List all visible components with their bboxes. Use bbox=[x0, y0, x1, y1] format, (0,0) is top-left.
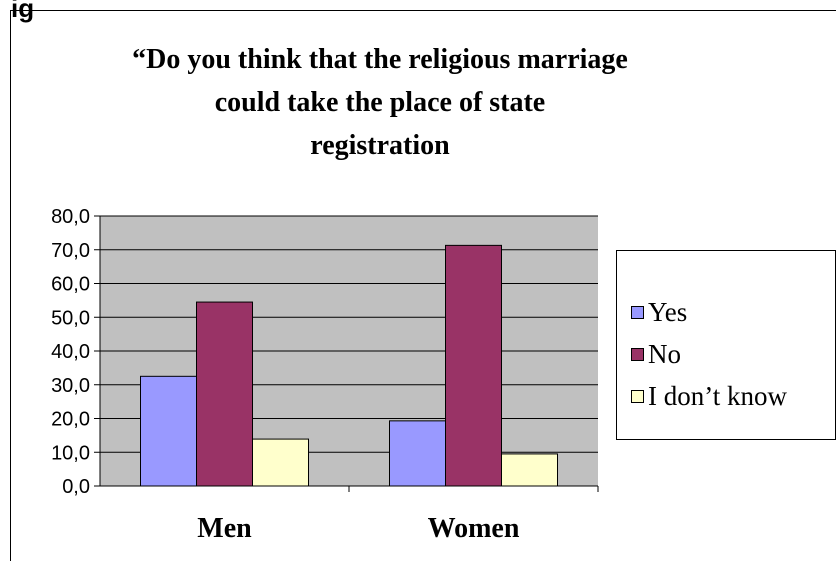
chart-title-line-1: “Do you think that the religious marriag… bbox=[132, 44, 628, 75]
bar-men-dont-know bbox=[252, 438, 309, 487]
legend-item-yes: Yes bbox=[631, 297, 687, 327]
y-tick-label: 60,0 bbox=[51, 274, 90, 296]
legend-swatch-no bbox=[631, 347, 644, 361]
y-tick-label: 70,0 bbox=[51, 240, 90, 262]
y-tick-label: 0,0 bbox=[62, 476, 90, 498]
bar-women-no bbox=[445, 244, 502, 487]
legend-label-yes: Yes bbox=[648, 296, 688, 327]
x-tick-label-men: Men bbox=[197, 513, 252, 544]
y-tick-label: 80,0 bbox=[51, 206, 90, 228]
x-tick-label-women: Women bbox=[428, 513, 520, 544]
plot-area: 0,0 10,0 20,0 30,0 40,0 50,0 60,0 70,0 80,0 Men Wo… bbox=[51, 206, 599, 544]
legend: Yes No I don’t know bbox=[616, 250, 836, 440]
bar-women-yes bbox=[389, 420, 446, 487]
legend-item-dont-know: I don’t know bbox=[631, 381, 787, 411]
bar-women-dont-know bbox=[501, 453, 558, 487]
legend-swatch-dont-know bbox=[631, 389, 644, 403]
corner-text: ig bbox=[11, 0, 35, 23]
bar-men-no bbox=[196, 301, 253, 487]
y-tick-label: 40,0 bbox=[51, 341, 90, 363]
chart-frame: ig bbox=[10, 0, 836, 561]
bar-men-yes bbox=[140, 375, 197, 487]
legend-label-no: No bbox=[648, 338, 681, 369]
legend-item-no: No bbox=[631, 339, 681, 369]
y-tick-label: 30,0 bbox=[51, 375, 90, 397]
y-tick-label: 20,0 bbox=[51, 409, 90, 431]
chart-title-line-3: registration bbox=[310, 130, 450, 161]
legend-swatch-yes bbox=[631, 305, 644, 319]
chart-title: “Do you think that the religious marriag… bbox=[80, 38, 680, 167]
chart-title-line-2: could take the place of state bbox=[214, 87, 546, 118]
y-tick-label: 50,0 bbox=[51, 307, 90, 329]
y-tick-label: 10,0 bbox=[51, 442, 90, 464]
legend-label-dont-know: I don’t know bbox=[648, 380, 787, 411]
